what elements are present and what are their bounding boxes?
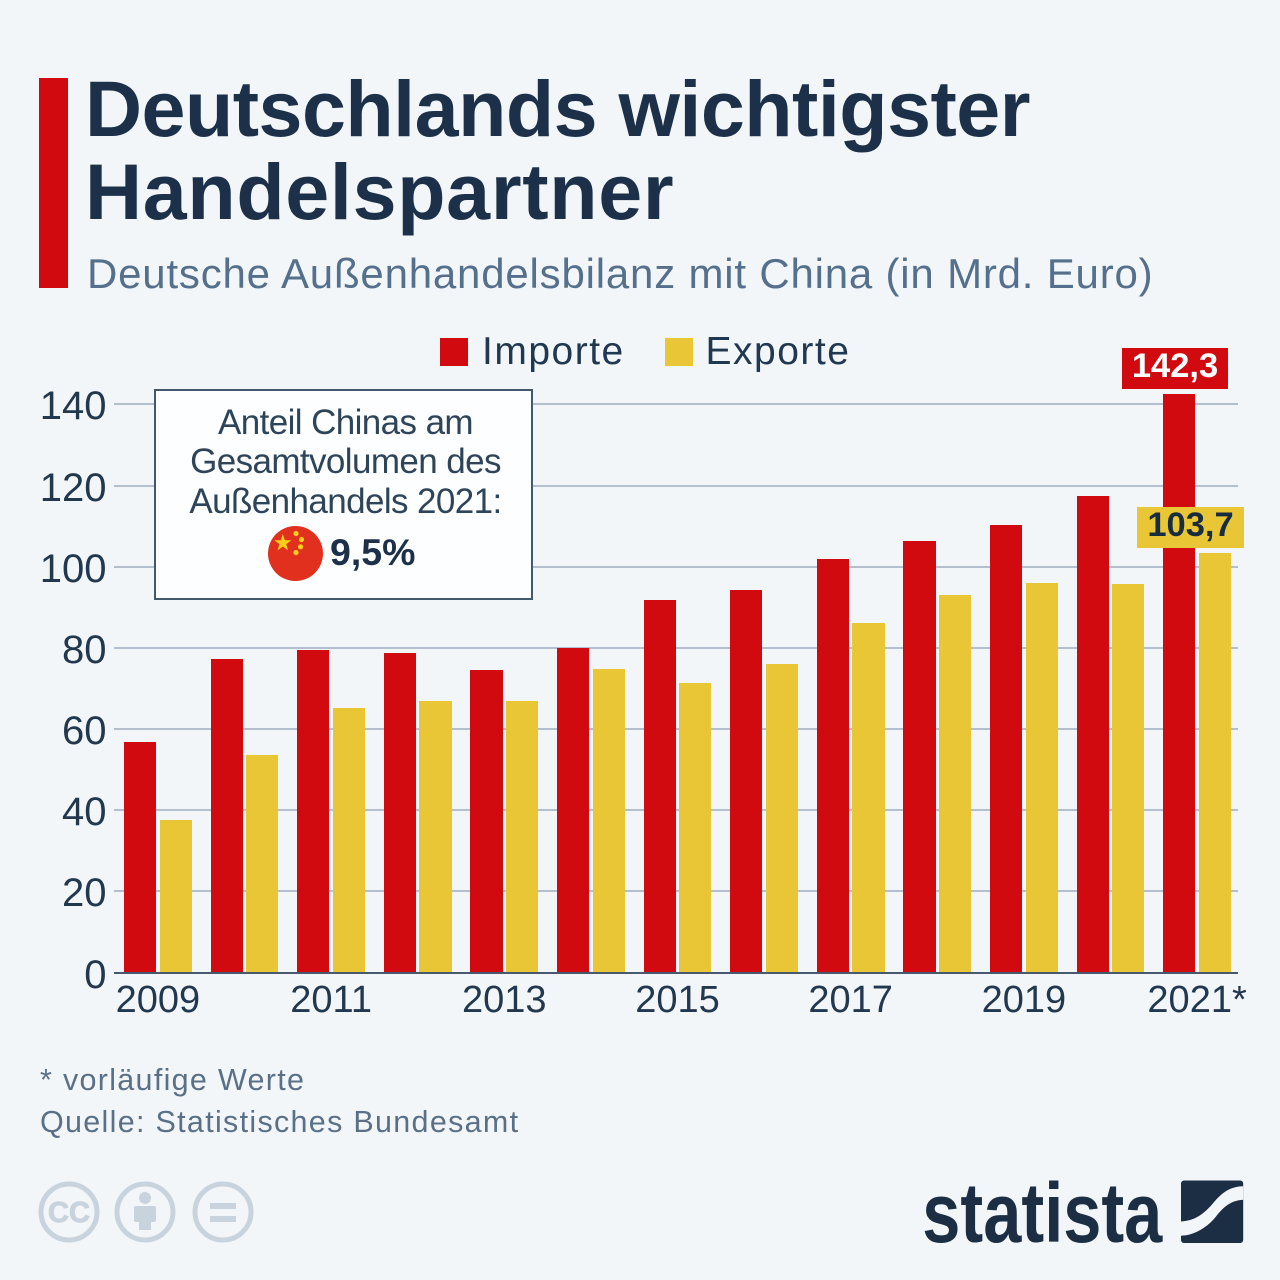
svg-text:statista: statista [922,1166,1163,1246]
svg-text:CC: CC [48,1197,90,1229]
